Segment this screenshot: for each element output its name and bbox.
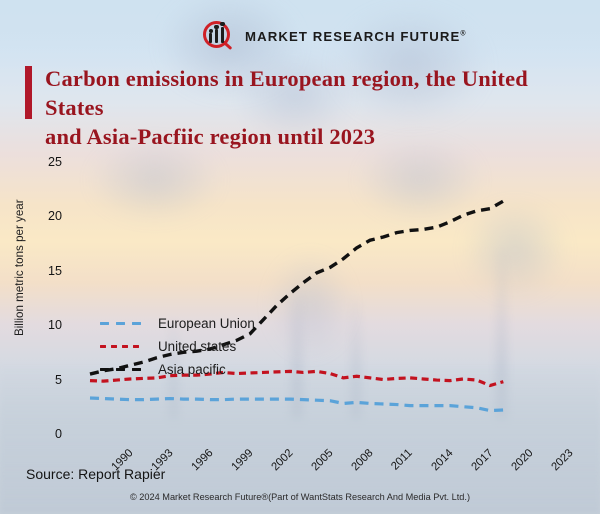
- smoke-plume: [210, 30, 380, 160]
- smoke-plume: [250, 230, 370, 380]
- ground-haze: [0, 364, 600, 514]
- smoke-plume: [330, 120, 510, 240]
- copyright-note: © 2024 Market Research Future®(Part of W…: [129, 492, 470, 502]
- title-text: Carbon emissions in European region, the…: [45, 64, 585, 151]
- y-axis-tick-label: 10: [47, 318, 62, 333]
- smoke-plume: [60, 120, 250, 240]
- legend-swatch: [100, 318, 144, 330]
- legend-label: European Union: [158, 316, 255, 331]
- registered-mark: ®: [460, 30, 467, 38]
- y-axis-tick-label: 5: [54, 372, 62, 387]
- y-axis-tick-label: 15: [47, 263, 62, 278]
- title-line-1: Carbon emissions in European region, the…: [45, 66, 529, 120]
- smoke-plume: [300, 0, 520, 150]
- title-accent-bar: [25, 66, 32, 119]
- smoke-plume: [440, 180, 590, 320]
- brand-logo-wordmark: MARKET RESEARCH FUTURE: [245, 28, 461, 44]
- title-line-2: and Asia-Pacfiic region until 2023: [45, 124, 376, 149]
- y-axis-tick-label: 25: [47, 155, 62, 169]
- chimney-stack: [497, 250, 506, 420]
- chart-legend: European Union United states Asia pacific: [100, 312, 255, 381]
- line-chart: Billion metric tons per year 0 5 10 15 20 25 …: [0, 140, 600, 473]
- chimney-stack: [292, 290, 302, 420]
- chimney-stack: [352, 300, 360, 420]
- series-line: [89, 396, 504, 413]
- y-axis-tick-label: 0: [54, 427, 62, 441]
- legend-item[interactable]: European Union: [100, 312, 255, 335]
- legend-label: United states: [158, 339, 237, 354]
- legend-label: Asia pacific: [158, 362, 226, 377]
- series-line: [89, 369, 504, 388]
- magnifier-bars-logo-icon: [203, 20, 239, 52]
- brand-logo: MARKET RESEARCH FUTURE®: [203, 19, 467, 53]
- legend-item[interactable]: Asia pacific: [100, 358, 255, 381]
- legend-swatch: [100, 364, 144, 376]
- brand-logo-text: MARKET RESEARCH FUTURE®: [245, 29, 467, 44]
- legend-swatch: [100, 341, 144, 353]
- smoke-plume: [130, 0, 330, 120]
- legend-item[interactable]: United states: [100, 335, 255, 358]
- series-line: [89, 199, 505, 376]
- source-note: Source: Report Rapier: [26, 466, 166, 482]
- y-axis-tick-label: 20: [47, 209, 62, 224]
- plot-area: [89, 199, 505, 413]
- page-title: Carbon emissions in European region, the…: [25, 64, 585, 151]
